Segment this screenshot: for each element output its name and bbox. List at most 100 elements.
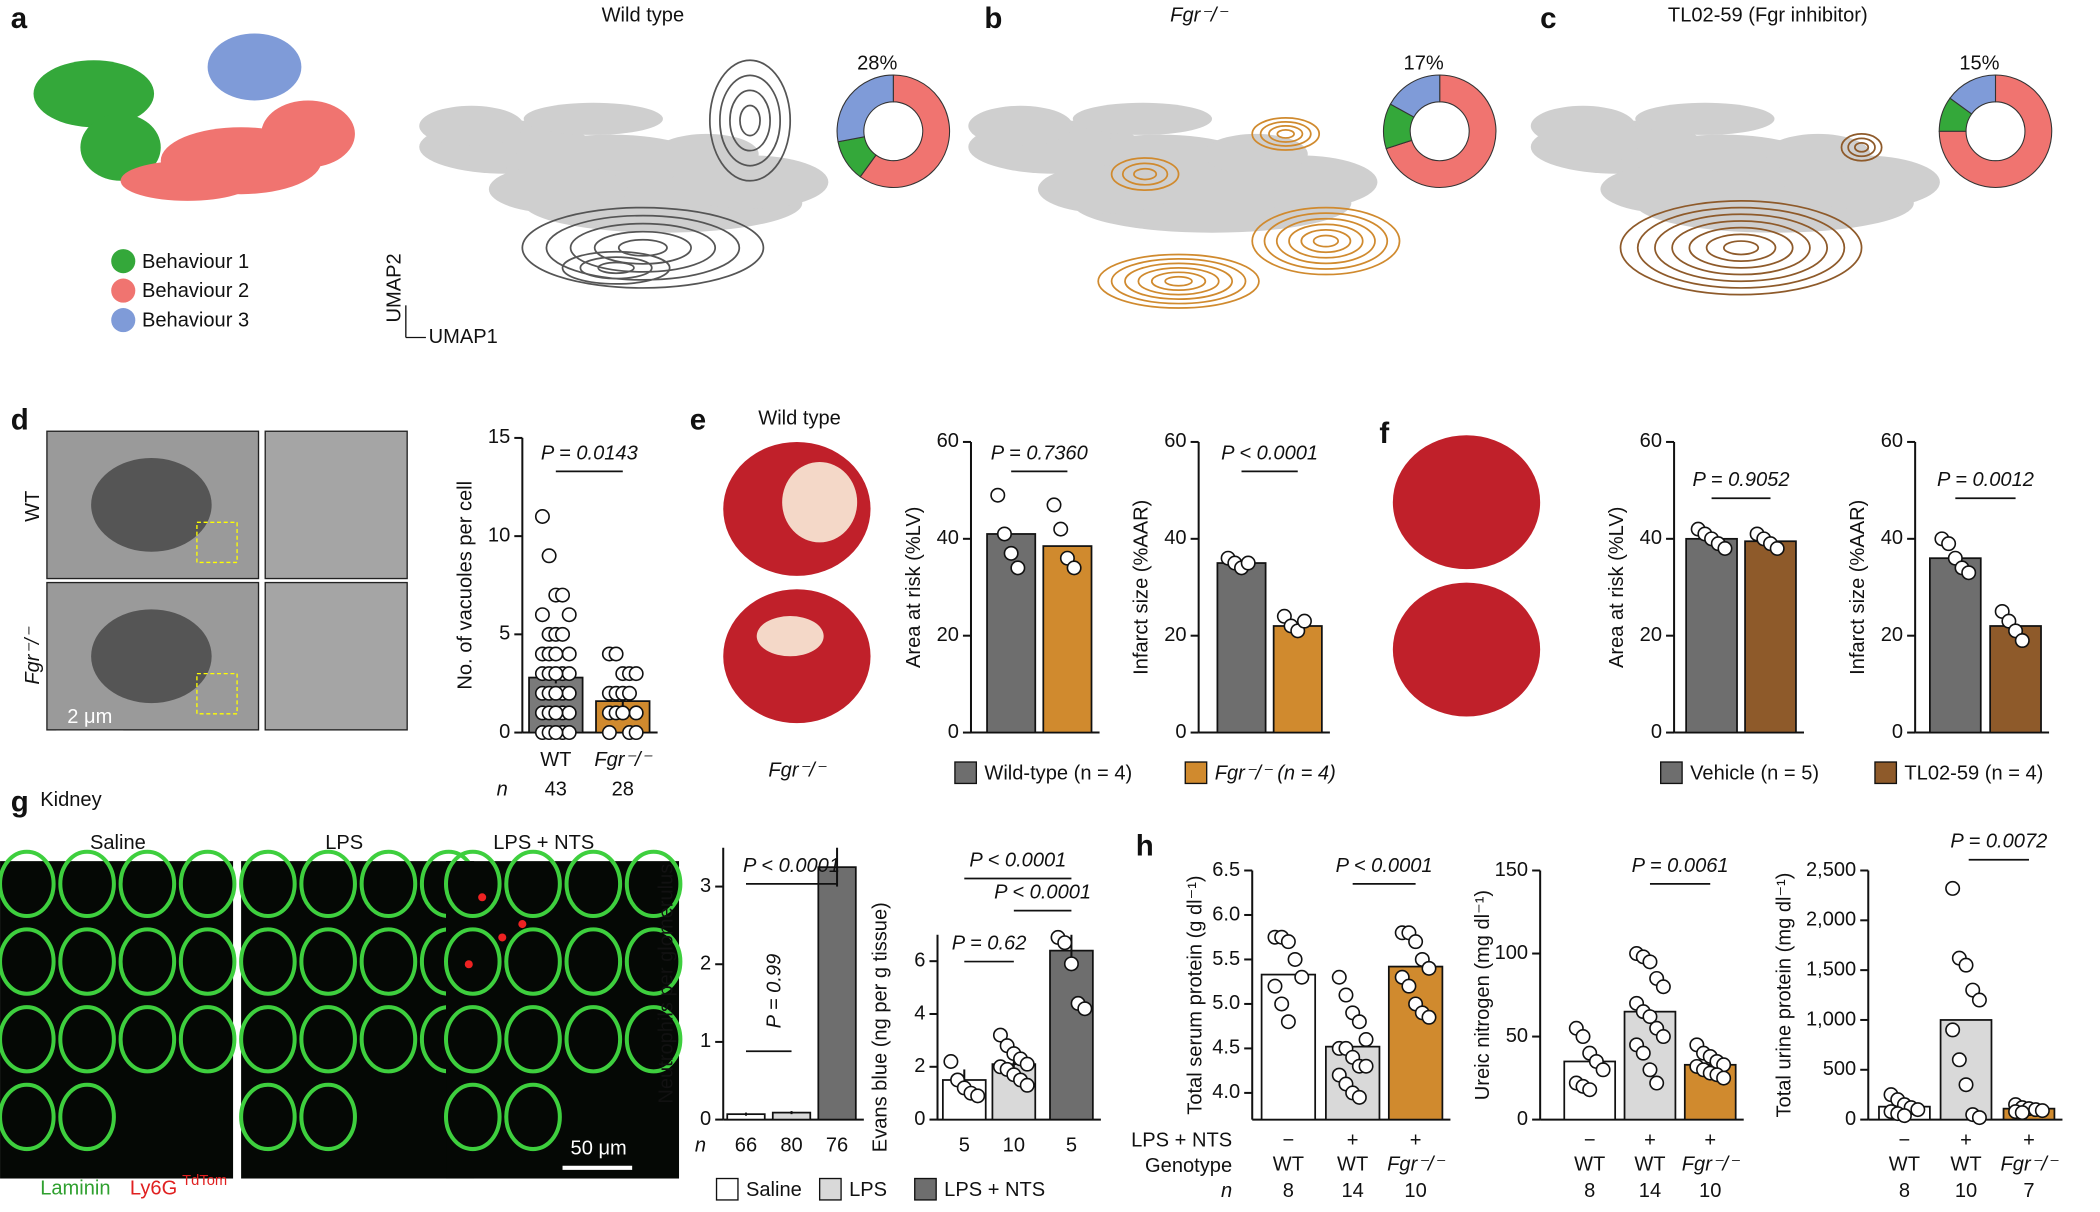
density-contour [579, 256, 653, 280]
y-tick-label: 6 [914, 949, 925, 971]
tubule [624, 927, 683, 996]
zoom-box [196, 672, 238, 715]
n-label: 14 [1341, 1180, 1363, 1202]
tubule [239, 927, 297, 996]
y-tick-label: 2 [700, 953, 711, 975]
tubule [504, 927, 562, 996]
data-point [1351, 1014, 1367, 1030]
legend-marker [111, 278, 136, 303]
data-point [1010, 560, 1026, 576]
tubule [444, 1005, 502, 1074]
tubule [58, 1082, 116, 1152]
y-tick-label: 60 [1640, 430, 1662, 452]
legend-swatch [1184, 761, 1208, 785]
density-contour [561, 250, 671, 285]
tubule [239, 849, 297, 919]
y-tick-label: 20 [937, 624, 959, 646]
y-tick-label: 50 [1506, 1025, 1528, 1047]
legend-label: Saline [746, 1179, 802, 1201]
data-point [1910, 1102, 1926, 1118]
x-tick-label: WT [1950, 1153, 1981, 1175]
n-row-label: n [695, 1135, 706, 1157]
density-contour [1263, 212, 1389, 270]
y-tick-label: 0 [1651, 721, 1662, 743]
data-point [1971, 992, 1987, 1008]
chart-title: Fgr⁻/⁻ [1170, 4, 1228, 26]
y-tick-label: 40 [937, 527, 959, 549]
density-contour [708, 59, 792, 182]
x-axis-label: UMAP1 [429, 326, 498, 348]
decoration [0, 33, 1940, 1179]
data-point [1642, 954, 1658, 970]
pie-slice [1938, 74, 2053, 188]
density-contour [1097, 253, 1260, 309]
p-value: P = 0.62 [952, 932, 1027, 954]
scale-label: 2 μm [67, 706, 112, 728]
data-point [992, 1027, 1008, 1043]
n-label: 10 [1404, 1180, 1426, 1202]
data-point [1595, 1062, 1611, 1078]
n-label: 14 [1639, 1180, 1661, 1202]
legend-label: Fgr⁻/⁻ (n = 4) [1215, 762, 1336, 784]
umap-cloud [1072, 102, 1213, 135]
y-tick-label: 20 [1881, 624, 1903, 646]
data-point [1351, 1089, 1367, 1105]
x-tick-label: + [2023, 1129, 2035, 1151]
data-point [1274, 996, 1290, 1012]
data-point [1421, 1009, 1437, 1025]
legend-swatch [715, 1177, 739, 1201]
data-point [1945, 1022, 1961, 1038]
panel-label: d [11, 404, 29, 437]
density-contour [521, 206, 765, 289]
tubule [564, 849, 623, 919]
panel-label: c [1540, 2, 1556, 35]
cluster [80, 113, 161, 181]
tubule [0, 927, 56, 996]
data-point [628, 666, 644, 682]
data-point [534, 508, 550, 524]
panel-label: b [984, 2, 1002, 35]
tubule [299, 1082, 357, 1152]
neutrophil [478, 893, 487, 902]
data-point [1294, 969, 1310, 985]
x-tick-label: Fgr⁻/⁻ [1682, 1153, 1740, 1175]
n-label: 5 [959, 1135, 970, 1157]
density-contour [1854, 141, 1870, 153]
y-tick-label: 1 [700, 1030, 711, 1052]
neutrophil [518, 920, 527, 929]
chart-title: TL02-59 (Fgr inhibitor) [1668, 4, 1868, 26]
em-nucleus [91, 609, 212, 704]
heart-section [723, 589, 871, 724]
x-tick-label: WT [1574, 1153, 1605, 1175]
y-tick-label: 500 [1823, 1058, 1857, 1080]
bar [1272, 625, 1323, 734]
y-tick-label: 4.0 [1212, 1081, 1240, 1103]
y-tick-label: 60 [937, 430, 959, 452]
density-contour [739, 104, 761, 137]
data-point [1642, 1009, 1658, 1025]
chart-title: Wild type [602, 4, 685, 26]
n-label: 10 [1003, 1135, 1025, 1157]
data-point [548, 646, 564, 662]
umap-cloud [1600, 165, 1740, 214]
tubule [359, 849, 418, 919]
x-tick-label: + [1347, 1129, 1359, 1151]
heart-section [1392, 582, 1541, 717]
n-label: 80 [780, 1135, 802, 1157]
pie-slice [836, 74, 894, 143]
data-point [1331, 969, 1347, 985]
scale-label: 50 μm [571, 1137, 627, 1159]
cluster [261, 100, 355, 168]
tubule [58, 1005, 116, 1074]
data-point [1635, 1045, 1651, 1061]
density-contour [1705, 233, 1777, 263]
data-point [1642, 1062, 1658, 1078]
x-tick-label: + [1644, 1129, 1656, 1151]
legend-marker [111, 308, 136, 333]
data-point [1358, 1058, 1374, 1074]
data-point [1951, 1052, 1967, 1068]
density-contour [1259, 120, 1312, 147]
density-contour [719, 74, 782, 167]
data-point [534, 607, 550, 623]
tubule [504, 849, 562, 919]
